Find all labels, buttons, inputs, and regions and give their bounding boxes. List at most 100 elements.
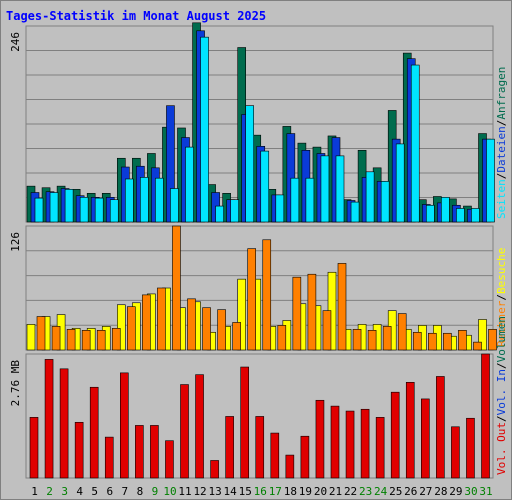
bar	[237, 278, 246, 351]
bar	[260, 150, 270, 223]
bar	[262, 239, 272, 351]
bar	[350, 201, 360, 223]
x-tick-label: 21	[329, 485, 342, 498]
bar	[34, 197, 44, 223]
legend-separator: /	[495, 294, 508, 301]
bar	[471, 208, 480, 223]
x-tick-label: 11	[178, 485, 191, 498]
legend-seiten: Seiten	[495, 179, 508, 219]
bar	[120, 372, 129, 479]
x-tick-label: 4	[76, 485, 83, 498]
x-tick-label: 20	[314, 485, 327, 498]
legend-rechner: Rechner	[495, 300, 508, 347]
bar	[456, 208, 465, 223]
bar	[412, 331, 422, 351]
bar	[79, 197, 89, 223]
legend-anfragen: Anfragen	[495, 67, 508, 120]
bar	[200, 36, 209, 223]
x-tick-label: 29	[449, 485, 462, 498]
bar	[215, 205, 224, 223]
x-tick-label: 1	[31, 485, 38, 498]
bar	[320, 155, 330, 223]
bar	[217, 309, 226, 351]
legend-volumen: Volumen	[495, 316, 508, 362]
bar	[202, 307, 211, 351]
x-tick-label: 22	[344, 485, 357, 498]
bar	[380, 181, 390, 223]
bar	[352, 329, 362, 351]
bar	[150, 425, 159, 479]
bar	[29, 417, 39, 479]
bar	[420, 398, 430, 479]
x-tick-label: 30	[464, 485, 477, 498]
bar	[425, 204, 435, 223]
bar	[157, 287, 166, 351]
bar	[315, 399, 325, 479]
legend-separator: /	[495, 173, 508, 180]
bar	[247, 248, 256, 351]
bar	[443, 332, 452, 351]
bar	[277, 325, 287, 351]
bar	[458, 330, 467, 351]
x-tick-label: 26	[404, 485, 417, 498]
bar	[285, 454, 295, 479]
bar	[81, 330, 91, 351]
x-tick-label: 28	[434, 485, 447, 498]
bar	[66, 329, 76, 351]
bar	[59, 368, 69, 479]
bar	[245, 105, 254, 223]
x-tick-label: 23	[359, 485, 372, 498]
x-tick-label: 24	[374, 485, 388, 498]
bar	[397, 313, 407, 351]
bar	[395, 143, 405, 223]
bar	[36, 316, 46, 351]
legend-separator: /	[495, 120, 508, 127]
bar	[481, 353, 490, 479]
bar	[427, 332, 437, 351]
bar	[473, 341, 482, 351]
bar	[478, 319, 487, 351]
bar	[488, 329, 497, 351]
bar	[330, 405, 340, 479]
x-tick-label: 16	[254, 485, 267, 498]
bar	[89, 386, 99, 479]
bar	[441, 197, 450, 223]
legend-separator: /	[495, 415, 508, 422]
bar	[232, 322, 241, 351]
bar	[367, 330, 377, 351]
bar	[210, 460, 219, 479]
bar	[170, 188, 179, 223]
bar	[486, 138, 495, 223]
bar	[335, 155, 345, 223]
bar	[94, 197, 104, 223]
x-tick-label: 19	[299, 485, 312, 498]
legend-vol-out: Vol. Out	[495, 422, 508, 475]
legend-dateien: Dateien	[495, 126, 508, 172]
y-axis-max-label: 246	[9, 32, 22, 52]
x-tick-label: 8	[137, 485, 144, 498]
bar	[451, 426, 460, 479]
bar	[360, 408, 370, 479]
x-tick-label: 6	[106, 485, 113, 498]
x-tick-label: 3	[61, 485, 68, 498]
chart-title: Tages-Statistik im Monat August 2025	[6, 9, 267, 23]
bar	[230, 199, 239, 223]
bar	[185, 146, 194, 223]
bar	[225, 416, 234, 479]
bar	[292, 276, 302, 351]
bar	[382, 326, 392, 351]
bar	[135, 425, 144, 479]
x-tick-label: 18	[284, 485, 297, 498]
bar	[26, 324, 36, 351]
bar	[140, 177, 149, 223]
bar	[405, 382, 415, 479]
bar	[365, 171, 375, 223]
bar	[375, 417, 385, 479]
bar	[322, 310, 332, 351]
bar	[307, 273, 317, 351]
bar	[44, 359, 54, 479]
bar	[305, 177, 315, 223]
x-tick-label: 5	[91, 485, 98, 498]
bar	[49, 192, 59, 223]
